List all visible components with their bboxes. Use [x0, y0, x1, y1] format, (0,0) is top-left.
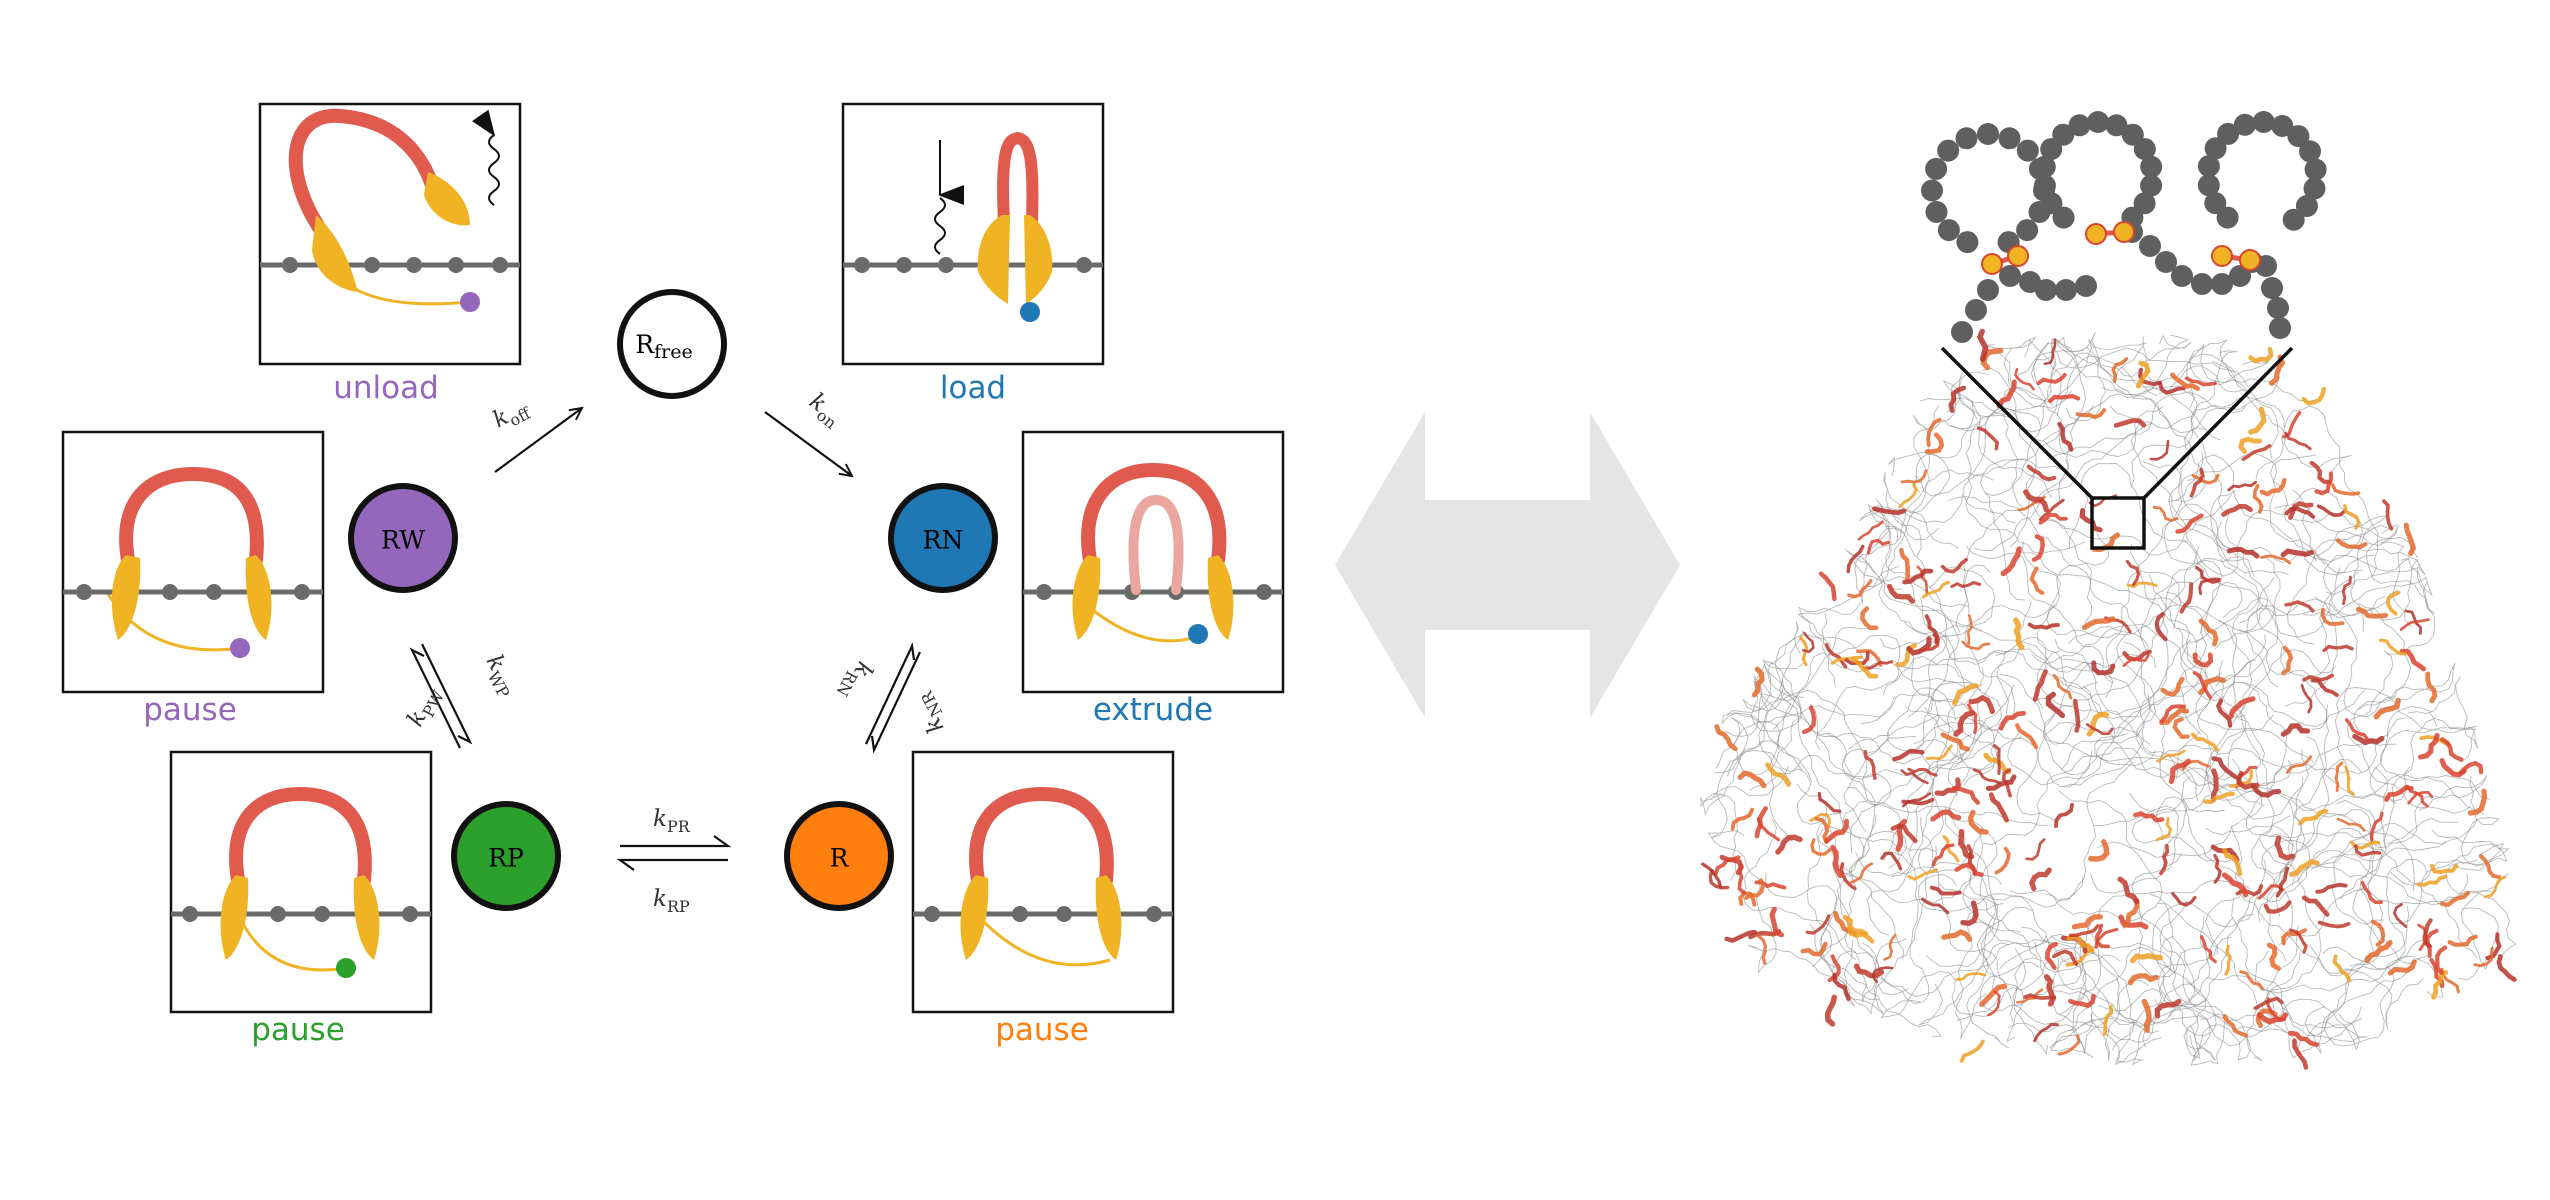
double-arrow — [1335, 412, 1680, 718]
state-rw: RW — [348, 483, 458, 593]
svg-text:RW: RW — [381, 526, 425, 555]
arrow-rw-rp — [409, 643, 473, 749]
ctcf-site-green — [336, 958, 356, 978]
ctcf-site-blue-extrude — [1188, 624, 1208, 644]
panel-unload — [258, 102, 522, 366]
rate-kpw: kPW — [402, 682, 448, 733]
svg-text:RN: RN — [923, 526, 964, 555]
rate-krn: kRN — [832, 655, 877, 704]
state-r: R — [784, 801, 894, 911]
panel-load — [841, 102, 1105, 366]
svg-text:RP: RP — [488, 844, 524, 873]
rate-knr: kNR — [907, 687, 953, 737]
ctcf-site-purple — [460, 292, 480, 312]
panel-extrude — [1021, 430, 1285, 694]
rate-kwp: kWP — [477, 651, 523, 702]
caption-extrude: extrude — [1093, 692, 1213, 728]
panel-pause-rw — [61, 430, 325, 694]
bead-chain-zoom — [1921, 111, 2327, 343]
panel-pause-rp — [169, 750, 433, 1014]
arrow-r-rn — [865, 642, 921, 754]
caption-pause-r: pause — [995, 1012, 1089, 1048]
state-rn: RN — [888, 483, 998, 593]
rate-kpr: kPR — [653, 806, 691, 836]
panel-pause-r — [911, 750, 1175, 1014]
caption-unload: unload — [333, 370, 439, 406]
arrow-rp-r — [616, 835, 732, 871]
state-r-free: Rfree — [617, 289, 727, 399]
ctcf-site-purple-pause — [230, 638, 250, 658]
arrow-koff — [494, 408, 582, 473]
rate-koff: koff — [489, 393, 535, 437]
ctcf-site-blue-load — [1020, 302, 1040, 322]
rate-krp: kRP — [653, 886, 690, 916]
svg-text:R: R — [830, 844, 850, 873]
caption-pause-rp: pause — [251, 1012, 345, 1048]
arrow-kon — [764, 411, 852, 476]
svg-text:Rfree: Rfree — [635, 330, 692, 364]
caption-load: load — [940, 370, 1006, 406]
rate-kon: kon — [802, 388, 847, 432]
state-rp: RP — [451, 801, 561, 911]
chromosome-polymer — [1700, 328, 2517, 1070]
caption-pause-rw: pause — [143, 692, 237, 728]
